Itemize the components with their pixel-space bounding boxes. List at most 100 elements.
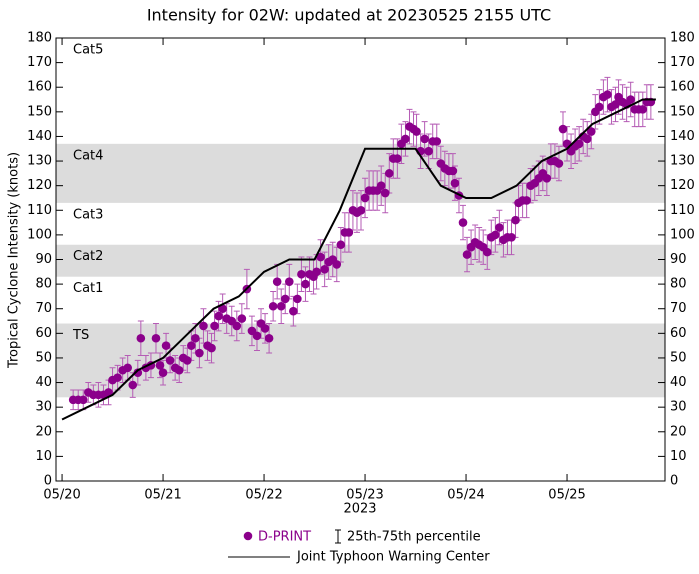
data-point: [542, 173, 552, 183]
data-point: [450, 178, 460, 188]
y-tick-label: 90: [35, 252, 52, 267]
y2-tick-label: 140: [670, 129, 695, 144]
data-point: [252, 331, 262, 341]
data-point: [458, 218, 468, 227]
data-point: [424, 146, 433, 156]
category-label: Cat3: [73, 207, 103, 222]
data-point: [155, 361, 165, 370]
y-tick-label: 40: [35, 375, 52, 390]
chart-title: Intensity for 02W: updated at 20230525 2…: [147, 6, 551, 25]
y2-tick-label: 30: [670, 400, 687, 415]
y2-tick-label: 120: [670, 178, 695, 193]
y-tick-label: 140: [27, 129, 52, 144]
data-point: [380, 188, 390, 198]
data-point: [237, 314, 247, 323]
data-point: [158, 368, 168, 378]
data-point: [344, 228, 354, 237]
y2-tick-label: 90: [670, 252, 687, 267]
data-point: [336, 240, 346, 250]
data-point: [284, 277, 294, 286]
x-axis-label: 2023: [343, 502, 376, 517]
data-point: [128, 380, 138, 390]
y-tick-label: 160: [27, 80, 52, 95]
data-point: [491, 230, 500, 240]
y2-tick-label: 160: [670, 80, 695, 95]
data-point: [507, 233, 516, 242]
y-tick-label: 20: [35, 424, 52, 439]
y2-tick-label: 20: [670, 424, 687, 439]
y-tick-label: 170: [27, 55, 52, 70]
data-point: [312, 267, 321, 277]
data-point: [232, 321, 242, 331]
data-point: [123, 363, 133, 373]
category-band: [56, 143, 665, 203]
x-tick-label: 05/23: [346, 488, 383, 503]
y-tick-label: 70: [35, 301, 52, 316]
data-point: [268, 301, 278, 311]
category-label: Cat2: [73, 249, 103, 264]
data-point: [280, 294, 290, 304]
x-tick-label: 05/22: [245, 488, 282, 503]
data-point: [638, 105, 648, 114]
legend-marker: [243, 531, 253, 541]
data-point: [191, 333, 200, 343]
data-point: [611, 100, 620, 109]
y2-tick-label: 170: [670, 55, 695, 70]
category-band: [56, 244, 665, 277]
data-point: [482, 247, 492, 257]
y-tick-label: 130: [27, 154, 52, 169]
data-point: [276, 301, 286, 311]
data-point: [462, 250, 472, 259]
data-point: [393, 154, 402, 163]
x-tick-label: 05/20: [43, 488, 80, 503]
legend-label: D-PRINT: [258, 530, 311, 545]
y2-tick-label: 150: [670, 104, 695, 119]
y-tick-label: 180: [27, 31, 52, 46]
data-point: [174, 365, 184, 375]
data-point: [207, 343, 216, 353]
data-point: [151, 333, 161, 343]
y-tick-label: 0: [44, 474, 52, 489]
data-point: [582, 134, 592, 144]
data-point: [360, 193, 370, 203]
data-point: [401, 134, 410, 144]
legend-error-marker: [335, 529, 341, 544]
y-tick-label: 100: [27, 227, 52, 242]
data-point: [626, 95, 635, 104]
data-point: [264, 333, 274, 343]
data-point: [104, 388, 113, 397]
y2-tick-label: 110: [670, 203, 695, 218]
data-point: [495, 223, 504, 232]
data-point: [376, 181, 386, 190]
y-tick-label: 120: [27, 178, 52, 193]
y-tick-label: 110: [27, 203, 52, 218]
jtwc-line: [61, 98, 656, 421]
y2-tick-label: 50: [670, 350, 687, 365]
data-point: [320, 265, 329, 274]
data-point: [195, 348, 204, 358]
y2-tick-label: 0: [670, 474, 678, 489]
data-point: [432, 137, 442, 146]
data-point: [384, 169, 394, 178]
data-point: [133, 368, 143, 378]
data-point: [420, 134, 429, 144]
data-point: [603, 90, 612, 99]
data-point: [187, 341, 196, 350]
y2-tick-label: 100: [670, 227, 695, 242]
y2-tick-label: 40: [670, 375, 687, 390]
data-point: [214, 311, 223, 321]
x-tick-label: 05/21: [144, 488, 181, 503]
data-point: [301, 279, 310, 289]
y2-tick-label: 10: [670, 449, 687, 464]
data-point: [260, 324, 270, 333]
y2-tick-label: 80: [670, 277, 687, 292]
category-label: Cat1: [73, 281, 103, 296]
data-point: [165, 356, 175, 365]
data-point: [182, 356, 192, 365]
data-point: [218, 304, 227, 314]
category-band: [56, 323, 665, 398]
category-label: Cat4: [73, 148, 103, 163]
data-point: [332, 260, 342, 269]
data-point: [210, 321, 219, 331]
data-point: [136, 333, 146, 343]
